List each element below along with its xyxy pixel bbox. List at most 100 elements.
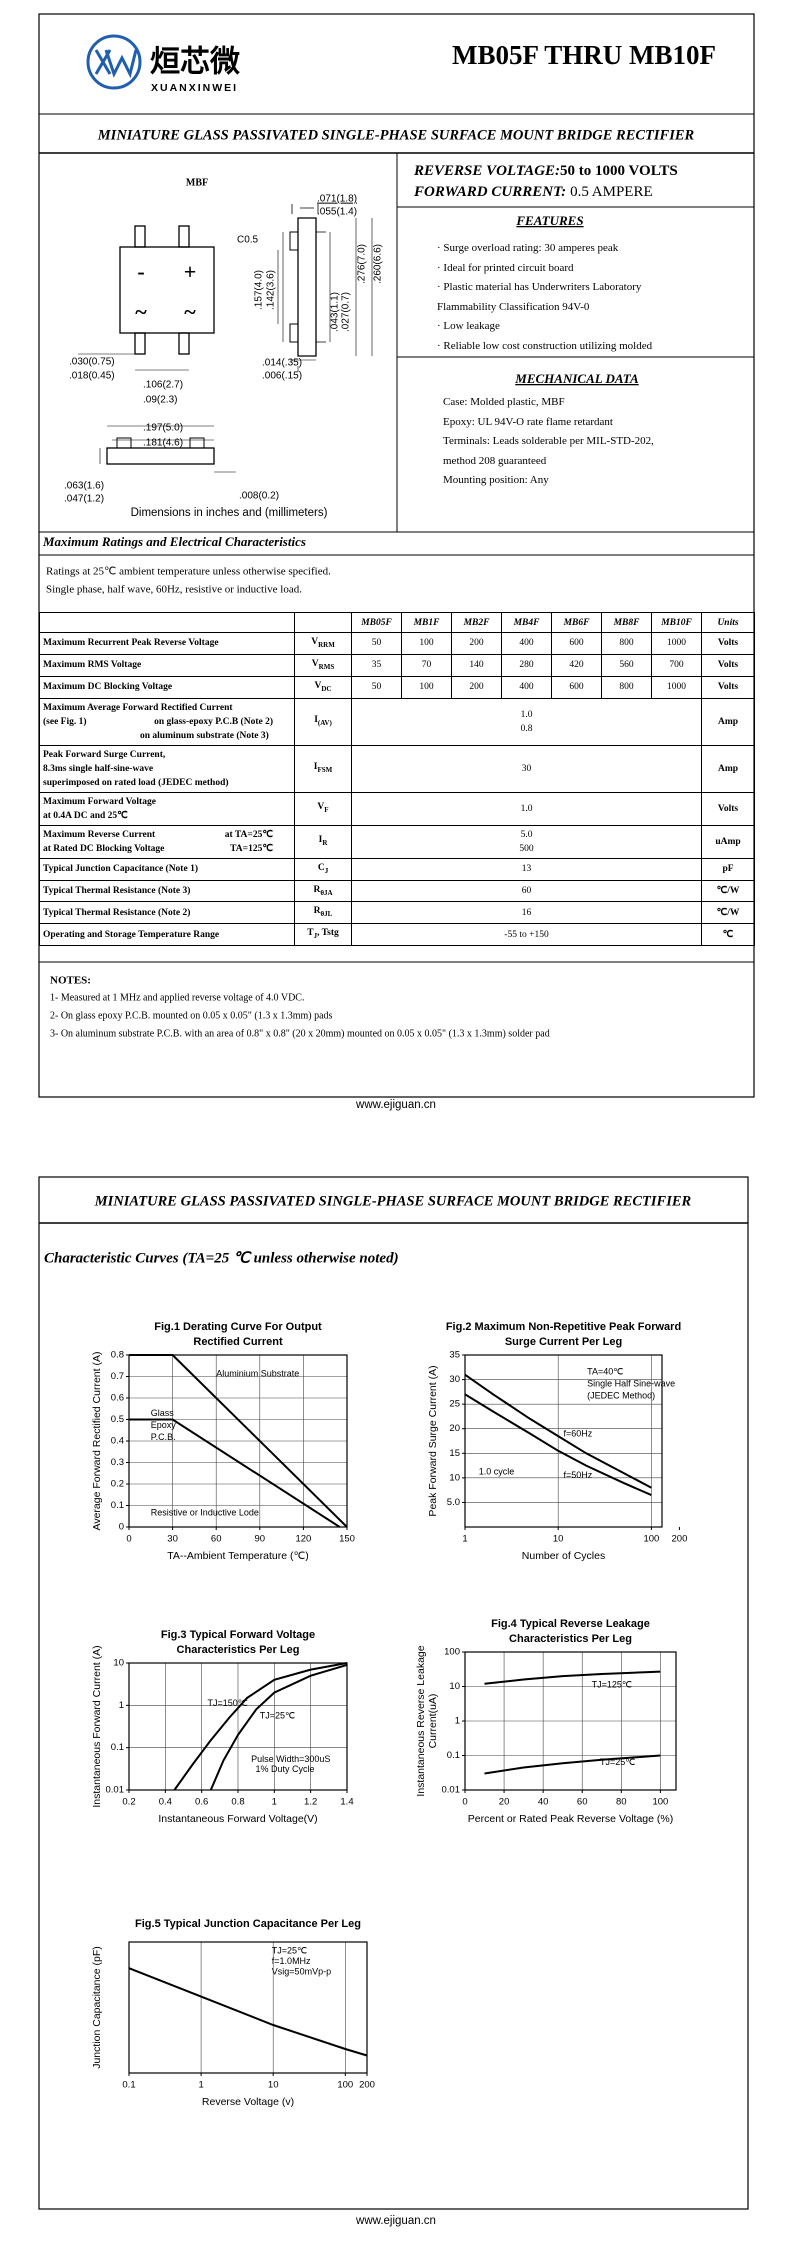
symbol-part: J (324, 866, 329, 875)
logo-text: 烜芯微 (150, 45, 240, 80)
unit-cell: Amp (701, 697, 755, 746)
y-tick-label: 10 (449, 1681, 460, 1692)
note: 3- On aluminum substrate P.C.B. with an … (50, 1028, 550, 1039)
symbol-part: FSM (317, 766, 333, 775)
series-line (484, 1670, 661, 1685)
dimension: .027(0.7) (341, 292, 352, 332)
plot-frame (464, 1651, 677, 1791)
description-line: 8.3ms single half-sine-wave (43, 763, 154, 774)
description-cell: Peak Forward Surge Current, 8.3ms single … (39, 744, 295, 793)
section-heading: MECHANICAL DATA (514, 371, 639, 386)
symbol-cell: RθJL (294, 901, 352, 925)
pin-label: - (137, 259, 144, 284)
symbol-part: V (311, 658, 319, 669)
label: REVERSE VOLTAGE: (413, 163, 560, 179)
y-tick-label: 0.01 (106, 1785, 125, 1796)
value-cell: 1.0 0.8 (351, 697, 702, 746)
table-row: Maximum RMS Voltage VRMS 35 70 140 280 420 560 7… (39, 653, 755, 677)
symbol-cell: VRMS (294, 653, 352, 677)
unit-cell: ℃/W (701, 901, 755, 925)
dimension: .030(0.75) (69, 357, 115, 368)
annotation: Aluminium Substrate (216, 1368, 299, 1378)
section-heading: FEATURES (515, 213, 583, 228)
value-cell: 700 (651, 653, 702, 677)
annotation: (JEDEC Method) (587, 1391, 655, 1401)
x-tick-label: 20 (499, 1797, 510, 1808)
x-tick-label: 40 (538, 1797, 549, 1808)
x-tick-label: 150 (339, 1534, 355, 1545)
description-line: Operating and Storage Temperature Range (43, 929, 220, 940)
annotation: f=50Hz (564, 1470, 593, 1480)
y-axis-label: Average Forward Rectified Current (A) (91, 1352, 103, 1531)
value-cell: 600 (551, 675, 602, 699)
x-axis-label: Reverse Voltage (v) (202, 2096, 294, 2108)
note: 2- On glass epoxy P.C.B. mounted on 0.05… (50, 1010, 333, 1021)
annotation: Epoxy (151, 1420, 177, 1430)
pin-label: + (184, 259, 197, 284)
y-axis-label: Junction Capacitance (pF) (91, 1946, 103, 2069)
value-line: 5.0 (520, 829, 533, 840)
header-cell: MB10F (651, 612, 702, 633)
value-cell: 1000 (651, 675, 702, 699)
series-line (464, 1393, 652, 1497)
description-line: Maximum Reverse Current at TA=25℃ (43, 828, 291, 842)
plot-frame (128, 1662, 348, 1791)
value-line: 16 (521, 907, 532, 918)
y-tick-label: 10 (449, 1472, 460, 1483)
y-tick-label: 0.01 (442, 1785, 461, 1796)
x-axis-label: TA--Ambient Temperature (℃) (167, 1550, 309, 1562)
symbol-cell: IFSM (294, 744, 352, 793)
header-cell: MB2F (451, 612, 502, 633)
chart-title: Fig.2 Maximum Non-Repetitive Peak Forwar… (446, 1321, 681, 1333)
annotation: f=60Hz (564, 1428, 593, 1438)
description-line: (see Fig. 1) on glass-epoxy P.C.B (Note 2… (43, 715, 291, 729)
table-row: Typical Junction Capacitance (Note 1) CJ 1… (39, 857, 755, 881)
dimension: .014(.35) (262, 358, 302, 369)
symbol-cell: RθJA (294, 879, 352, 903)
annotation: Glass (151, 1408, 175, 1418)
value-cell: 560 (601, 653, 652, 677)
logo-subtext: XUANXINWEI (151, 82, 238, 94)
value-line: 1.0 (520, 803, 533, 814)
dimension: .043(1.1) (330, 292, 341, 332)
list-item: Ideal for printed circuit board (437, 259, 699, 279)
plot-background (465, 1355, 662, 1527)
dimension: .063(1.6) (64, 481, 104, 492)
y-tick-label: 35 (449, 1350, 460, 1361)
description-text: at Rated DC Blocking Voltage (43, 843, 165, 854)
value-cell: 200 (451, 632, 502, 655)
plot-background (129, 1942, 367, 2073)
y-tick-label: 0 (119, 1522, 124, 1533)
unit-cell: Volts (701, 653, 755, 677)
value-cell: 1.0 (351, 791, 702, 826)
header-cell: MB6F (551, 612, 602, 633)
symbol-part: R (322, 839, 328, 848)
value-cell: 35 (351, 653, 402, 677)
unit-cell: Volts (701, 632, 755, 655)
symbol-part: V (317, 802, 325, 813)
x-tick-label: 0.1 (122, 2080, 135, 2091)
description-cell: Operating and Storage Temperature Range (39, 923, 295, 947)
condition: Ratings at 25℃ ambient temperature unles… (46, 566, 331, 578)
unit-cell: ℃/W (701, 879, 755, 903)
annotation: TJ=25℃ (600, 1757, 635, 1767)
symbol-part: θJA (320, 888, 333, 897)
symbol-part: DC (321, 684, 332, 693)
dimension: .047(1.2) (64, 494, 104, 505)
x-axis-label: Number of Cycles (522, 1550, 605, 1562)
list-item: Terminals: Leads solderable per MIL-STD-… (443, 435, 654, 467)
table-row: Maximum DC Blocking Voltage VDC 50 100 200 40… (39, 675, 755, 699)
annotation: TJ=150℃ (207, 1698, 247, 1708)
footer: www.ejiguan.cn (355, 2215, 436, 2227)
value-cell: 400 (501, 675, 552, 699)
mechanical-list: Case: Molded plastic, MBF Epoxy: UL 94V-O… (443, 393, 683, 491)
symbol-part: , Tstg (317, 928, 339, 939)
symbol-cell: VDC (294, 675, 352, 699)
value-line: 500 (519, 843, 534, 854)
value-line: 0.8 (520, 723, 533, 734)
x-tick-label: 120 (295, 1534, 311, 1545)
y-tick-label: 0.7 (111, 1371, 124, 1382)
description-cell: Maximum Average Forward Rectified Curren… (39, 697, 295, 746)
x-tick-label: 0.4 (159, 1797, 172, 1808)
table-row: Maximum Recurrent Peak Reverse Voltage VR… (39, 632, 755, 655)
